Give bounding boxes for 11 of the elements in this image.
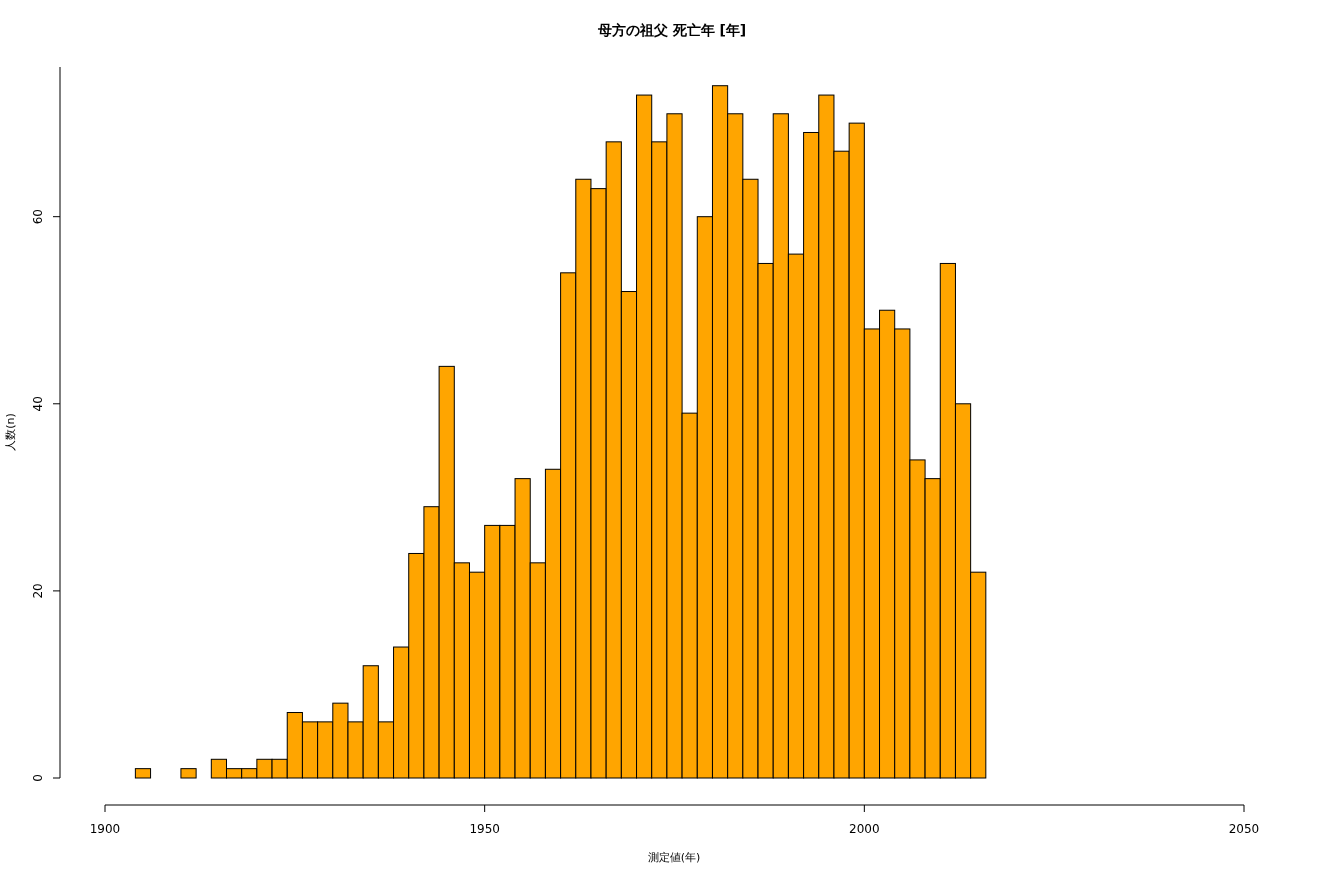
y-tick-label: 20 <box>31 583 45 599</box>
y-tick-label: 0 <box>31 774 45 782</box>
y-tick-label: 40 <box>31 396 45 412</box>
y-tick-label: 60 <box>31 209 45 225</box>
x-tick-label: 2000 <box>849 822 880 836</box>
x-axis-title: 測定値(年) <box>647 851 701 864</box>
chart-title: 母方の祖父 死亡年 [年] <box>596 22 747 38</box>
x-tick-label: 1950 <box>469 822 500 836</box>
x-tick-label: 1900 <box>89 822 121 836</box>
y-axis-title: 人数(n) <box>4 413 17 451</box>
x-tick-label: 2050 <box>1228 822 1260 836</box>
